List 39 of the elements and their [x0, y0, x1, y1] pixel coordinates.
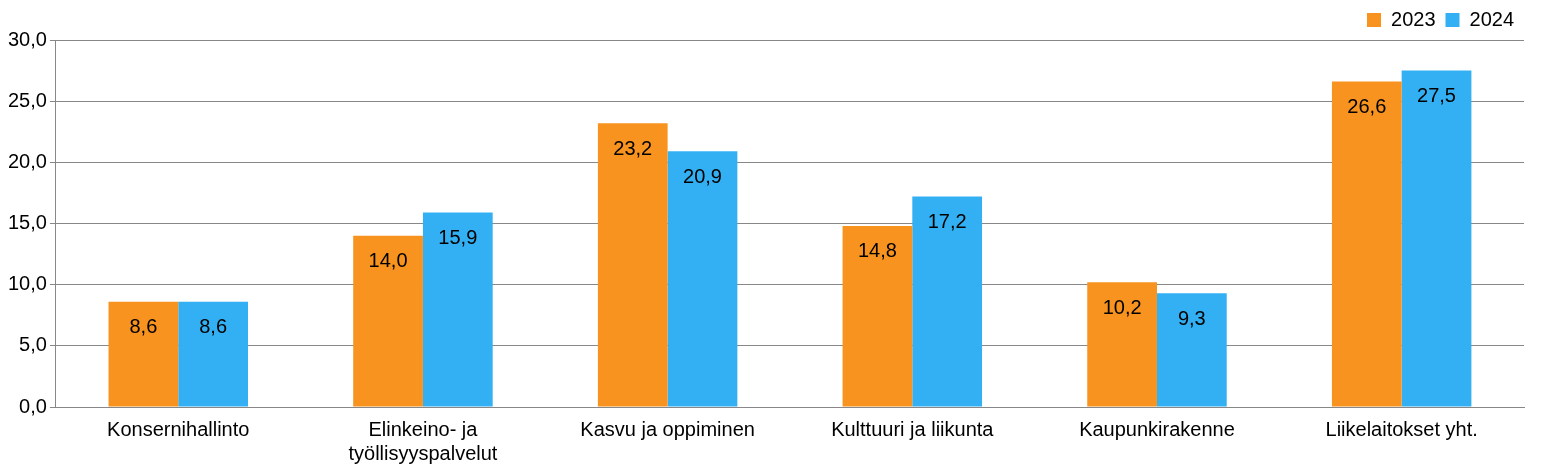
x-tick-label: Kulttuuri ja liikunta	[831, 417, 995, 440]
data-label: 17,2	[927, 210, 967, 233]
bar	[178, 301, 248, 407]
y-tick-label: 15,0	[7, 211, 47, 234]
data-label: 20,9	[683, 164, 722, 187]
x-tick-label: Kaupunkirakenne	[1079, 417, 1235, 440]
data-label: 14,8	[857, 239, 897, 262]
y-tick-label: 20,0	[7, 149, 47, 172]
data-label: 23,2	[613, 136, 653, 159]
bar	[667, 151, 738, 407]
bar	[597, 123, 668, 407]
bar	[353, 235, 423, 407]
legend-label: 2024	[1469, 7, 1515, 30]
bar	[1401, 70, 1472, 407]
data-label: 8,6	[199, 315, 228, 338]
y-tick-label: 5,0	[19, 333, 47, 356]
data-label: 15,9	[438, 226, 478, 249]
y-tick-label: 0,0	[19, 394, 47, 417]
data-label: 10,2	[1102, 295, 1142, 318]
bar	[108, 301, 179, 407]
data-label: 14,0	[368, 249, 408, 272]
y-tick-label: 10,0	[7, 272, 47, 295]
data-label: 26,6	[1347, 95, 1387, 118]
bar	[1331, 81, 1402, 407]
bar	[912, 196, 983, 407]
bar	[842, 225, 913, 407]
y-tick-label: 25,0	[7, 88, 47, 111]
data-label: 8,6	[129, 315, 158, 338]
bar	[422, 212, 493, 407]
x-tick-label: Liikelaitokset yht.	[1325, 417, 1478, 440]
x-tick-label: Kasvu ja oppiminen	[580, 417, 755, 440]
y-tick-label: 30,0	[7, 27, 47, 50]
data-label: 27,5	[1417, 84, 1456, 107]
data-label: 9,3	[1177, 306, 1206, 329]
bar	[1087, 282, 1157, 407]
bar	[1156, 293, 1227, 407]
x-tick-label: Elinkeino- ja työllisyyspalvelut	[348, 417, 498, 464]
legend-label: 2023	[1391, 7, 1436, 30]
x-tick-label: Konsernihallinto	[107, 417, 250, 440]
